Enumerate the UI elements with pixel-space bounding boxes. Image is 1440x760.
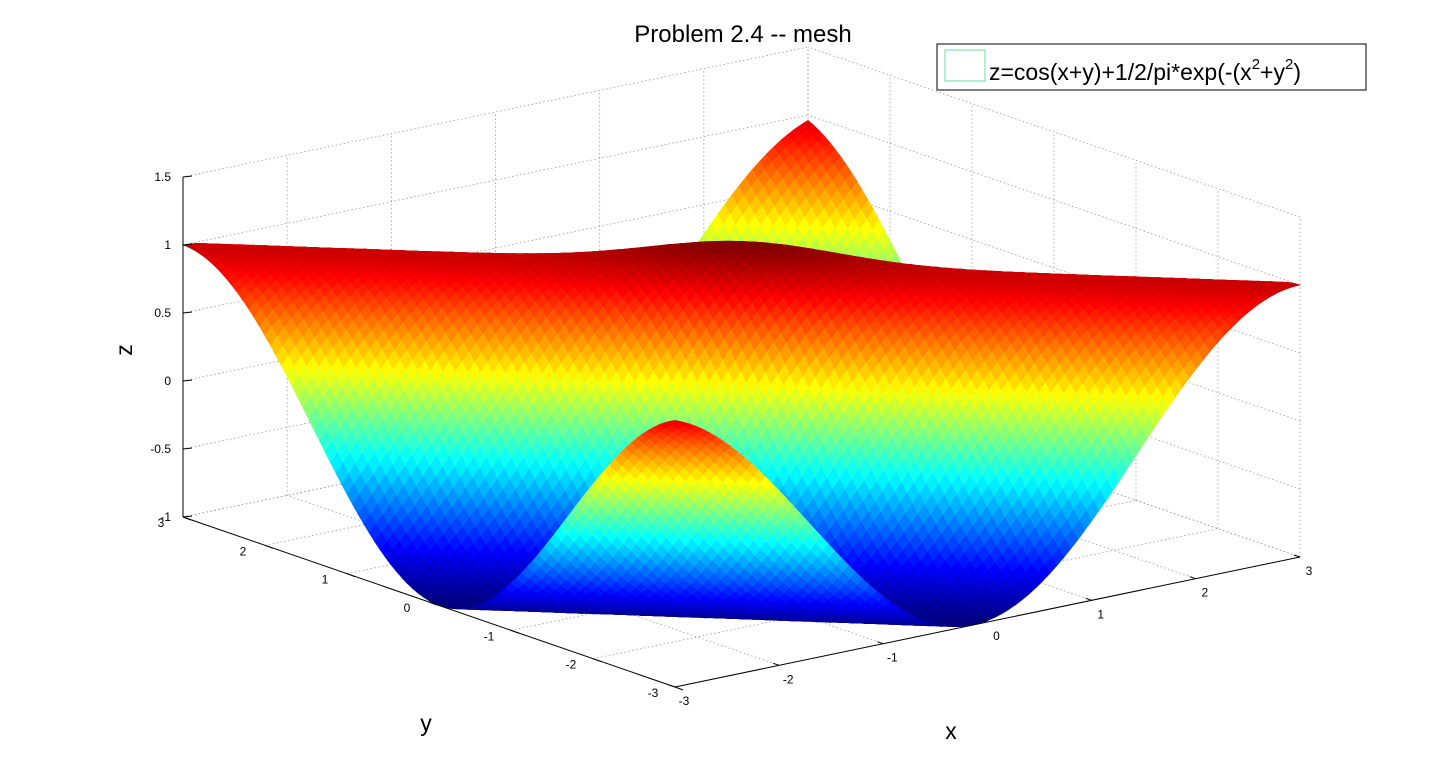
grid-wall-z-back [807,46,1301,218]
grid-wall-z-left [182,46,809,178]
grid-wall-z-back [807,182,1301,354]
surface-mesh [181,120,1302,628]
grid-wall-z-back [807,114,1301,286]
